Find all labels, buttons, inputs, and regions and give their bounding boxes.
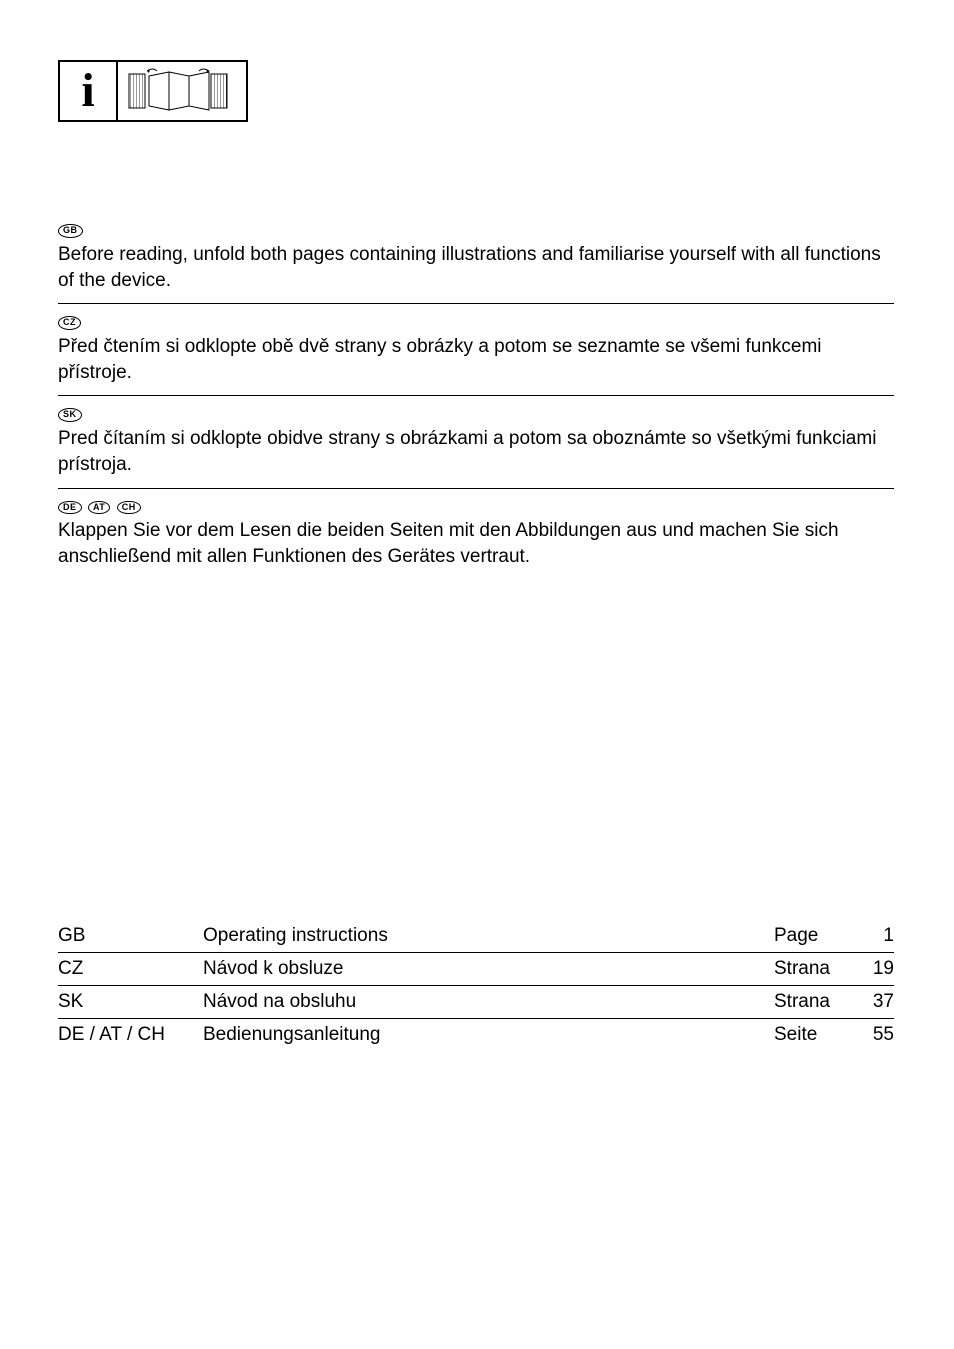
unfold-booklet-icon [118,62,246,120]
toc-title: Návod na obsluhu [203,985,774,1018]
country-code-badge: GB [58,224,83,238]
toc-country: SK [58,985,203,1018]
toc-title: Operating instructions [203,920,774,953]
table-row: DE / AT / CH Bedienungsanleitung Seite 5… [58,1018,894,1051]
instruction-text: Pred čítaním si odklopte obidve strany s… [58,426,894,477]
toc-page-label: Strana [774,985,854,1018]
toc-country: CZ [58,952,203,985]
toc-title: Bedienungsanleitung [203,1018,774,1051]
instruction-text: Před čtením si odklopte obě dvě strany s… [58,334,894,385]
table-of-contents: GB Operating instructions Page 1 CZ Návo… [58,920,894,1051]
info-icon: i [81,67,94,115]
country-code-badge: CZ [58,316,81,330]
toc-page-number: 19 [854,952,894,985]
table-row: GB Operating instructions Page 1 [58,920,894,953]
country-code-badge: DE [58,501,82,515]
toc-title: Návod k obsluze [203,952,774,985]
country-code-badge: CH [117,501,141,515]
lang-section-sk: SK Pred čítaním si odklopte obidve stran… [58,396,894,488]
toc-country: DE / AT / CH [58,1018,203,1051]
instruction-text: Klappen Sie vor dem Lesen die beiden Sei… [58,518,894,569]
instruction-text: Before reading, unfold both pages contai… [58,242,894,293]
toc-page-label: Page [774,920,854,953]
country-code-badge: SK [58,408,82,422]
info-icon-cell: i [60,62,118,120]
country-code-badge: AT [88,501,110,515]
lang-section-de-at-ch: DE AT CH Klappen Sie vor dem Lesen die b… [58,489,894,580]
toc-page-label: Strana [774,952,854,985]
table-row: CZ Návod k obsluze Strana 19 [58,952,894,985]
toc-page-number: 1 [854,920,894,953]
toc-country: GB [58,920,203,953]
table-row: SK Návod na obsluhu Strana 37 [58,985,894,1018]
toc-page-number: 37 [854,985,894,1018]
info-box: i [58,60,248,122]
lang-section-cz: CZ Před čtením si odklopte obě dvě stran… [58,304,894,396]
toc-page-number: 55 [854,1018,894,1051]
toc-page-label: Seite [774,1018,854,1051]
lang-section-gb: GB Before reading, unfold both pages con… [58,212,894,304]
